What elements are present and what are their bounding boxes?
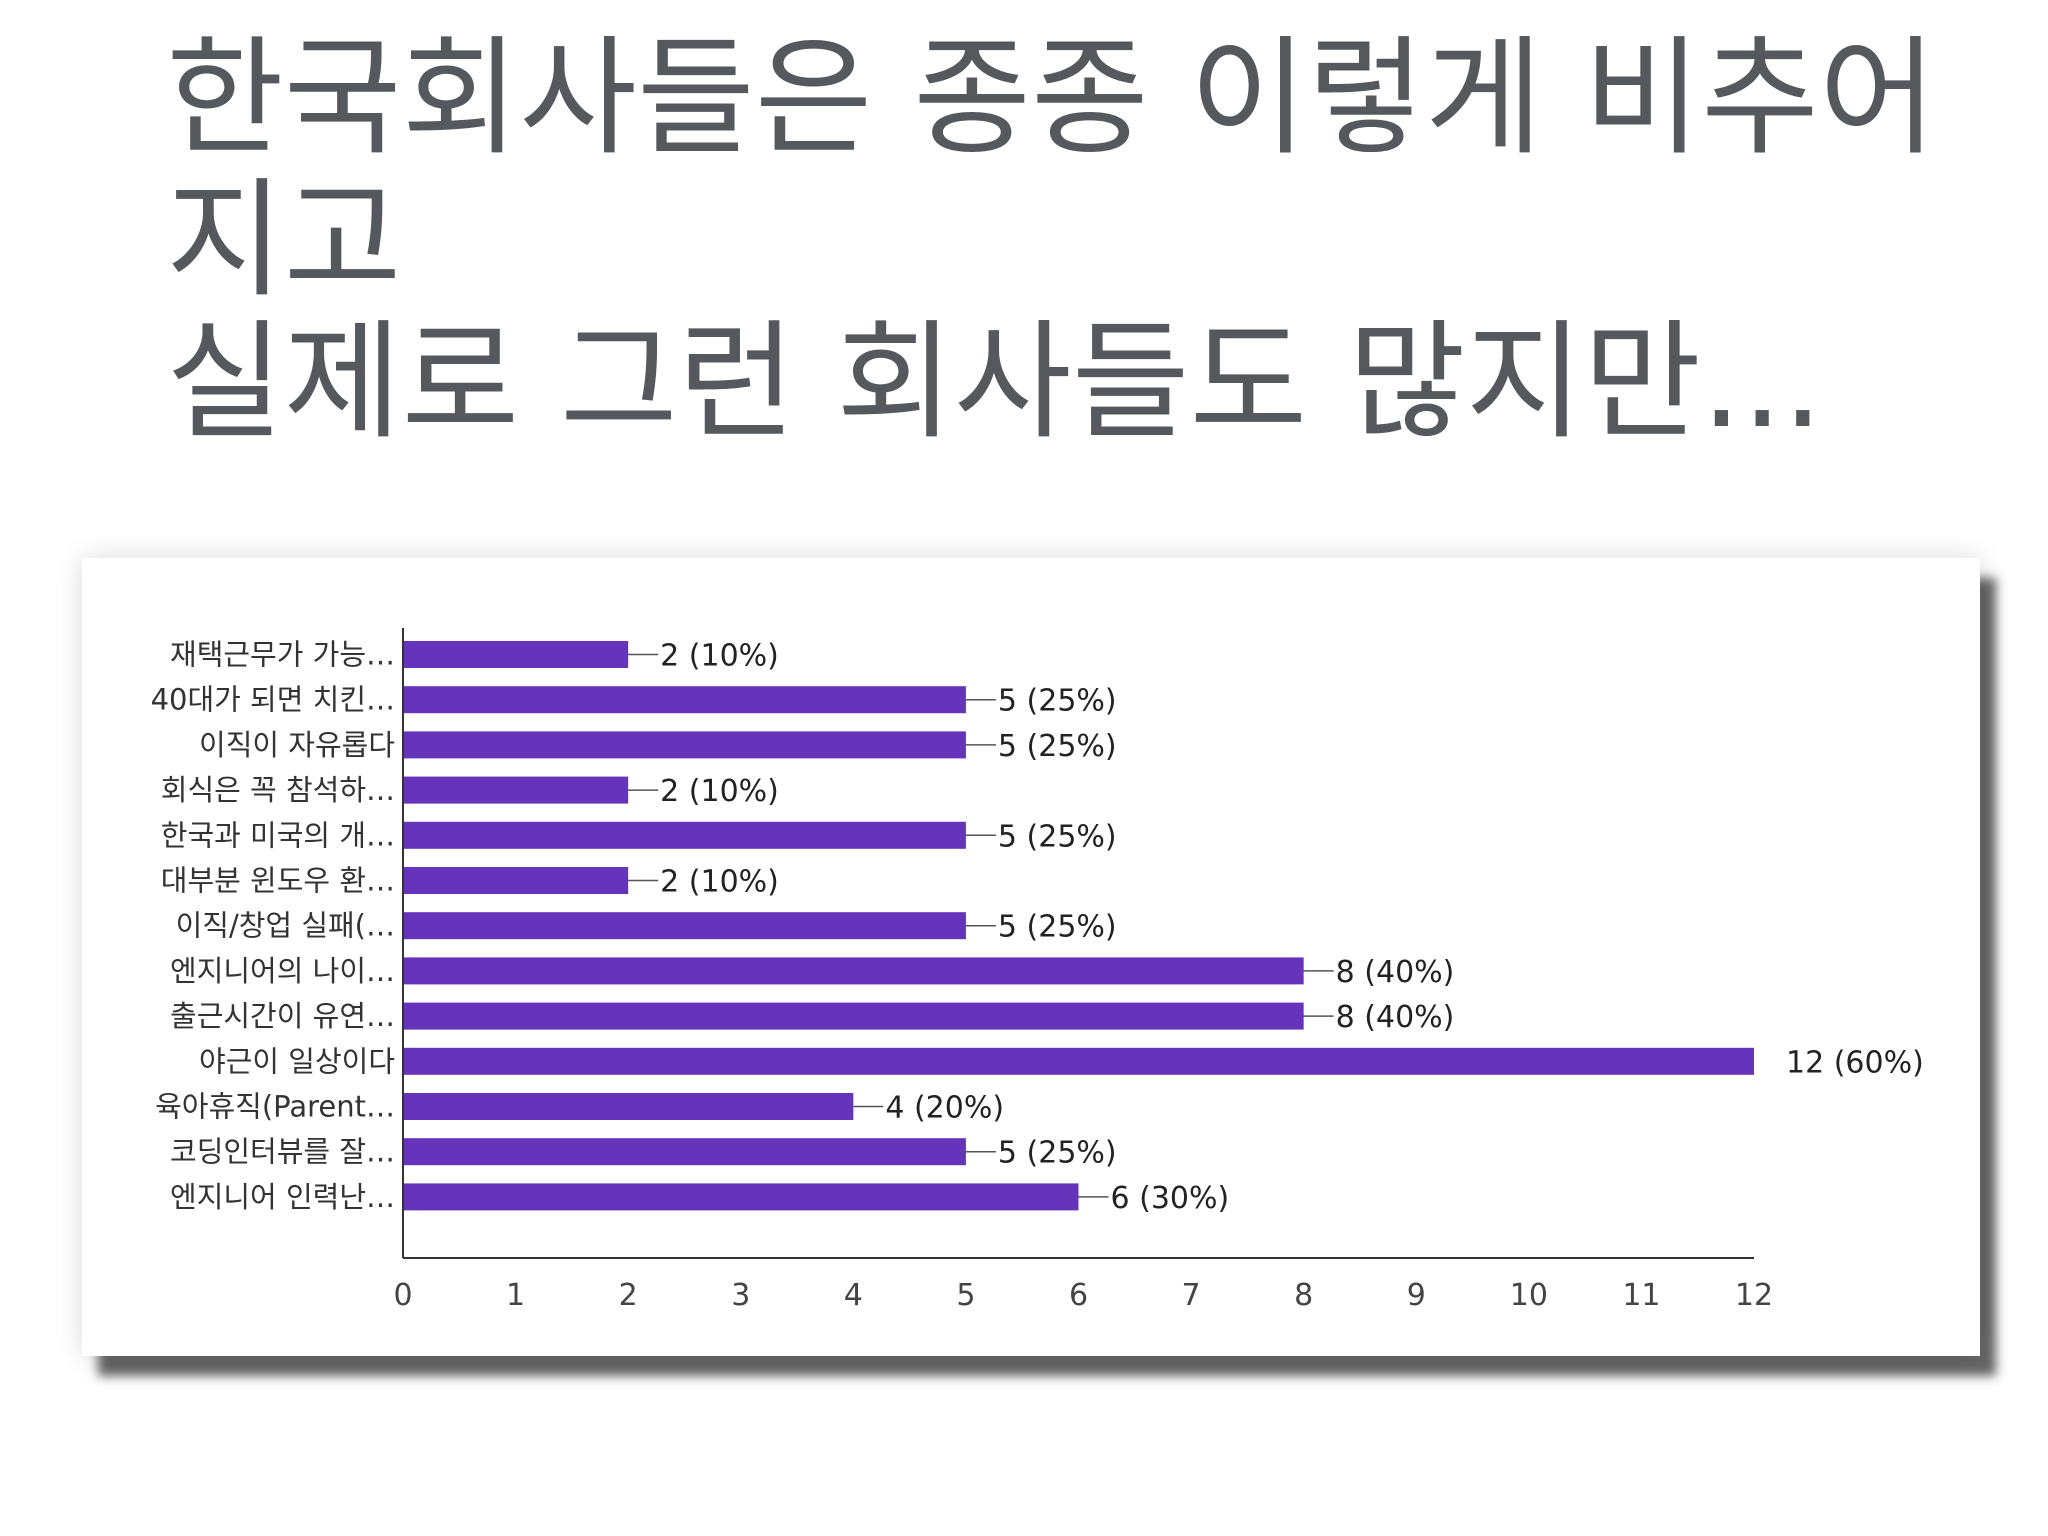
category-label: 엔지니어 인력난…	[170, 1180, 395, 1214]
data-label: 5 (25%)	[998, 729, 1117, 764]
data-label: 5 (25%)	[998, 910, 1117, 945]
data-label: 12 (60%)	[1786, 1045, 1924, 1080]
bar	[403, 641, 629, 668]
bar-chart: 재택근무가 가능… 2 (10%) 40대가 되면 치킨… 5 (25%) 이직이 자유…	[151, 628, 1924, 1313]
bar	[403, 957, 1304, 985]
data-label: 8 (40%)	[1336, 955, 1455, 990]
bar	[403, 821, 966, 849]
category-label: 야근이 일상이다	[199, 1044, 395, 1078]
bar	[403, 867, 629, 894]
data-label: 5 (25%)	[998, 684, 1117, 719]
category-label: 대부분 윈도우 환…	[161, 864, 395, 898]
bar	[403, 731, 966, 759]
x-tick-label: 7	[1182, 1278, 1201, 1313]
category-label: 코딩인터뷰를 잘…	[170, 1135, 395, 1169]
data-label: 5 (25%)	[998, 1136, 1117, 1171]
category-label: 이직/창업 실패(…	[176, 909, 395, 943]
x-tick-label: 0	[393, 1278, 412, 1313]
x-tick-label: 8	[1294, 1278, 1313, 1313]
axes-layer: 0 1 2 3 4 5 6 7 8 9 10 11 12	[393, 628, 1773, 1313]
bar	[403, 776, 629, 804]
slide-title-line-1: 한국회사들은 종종 이렇게 비추어	[166, 24, 1937, 173]
data-label: 8 (40%)	[1336, 1000, 1455, 1035]
category-label: 이직이 자유롭다	[199, 728, 395, 762]
category-label: 출근시간이 유연…	[170, 999, 395, 1033]
bar	[403, 1002, 1304, 1030]
data-label: 5 (25%)	[998, 819, 1117, 854]
category-label: 엔지니어의 나이…	[170, 954, 395, 988]
category-label: 육아휴직(Parent…	[155, 1090, 395, 1124]
bar	[403, 1138, 966, 1166]
bar	[403, 686, 966, 714]
x-tick-label: 9	[1407, 1278, 1426, 1313]
bar	[403, 1183, 1079, 1211]
x-tick-label: 11	[1622, 1278, 1660, 1313]
labels-layer: 재택근무가 가능… 2 (10%) 40대가 되면 치킨… 5 (25%) 이직이 자유…	[151, 638, 1924, 1216]
category-label: 재택근무가 가능…	[170, 638, 395, 672]
data-label: 2 (10%)	[660, 774, 779, 809]
slide-title: 한국회사들은 종종 이렇게 비추어 지고 실제로 그런 회사들도 많지만...	[166, 28, 2006, 454]
bar	[403, 912, 966, 940]
x-tick-label: 3	[731, 1278, 750, 1313]
bar	[403, 1047, 1754, 1075]
bar	[403, 1093, 854, 1120]
data-label: 4 (20%)	[885, 1091, 1004, 1126]
x-tick-label: 10	[1510, 1278, 1548, 1313]
slide-title-line-3: 실제로 그런 회사들도 많지만...	[166, 308, 1824, 457]
bars-layer	[403, 641, 1754, 1211]
data-label: 2 (10%)	[660, 865, 779, 900]
x-tick-label: 12	[1735, 1278, 1773, 1313]
x-tick-label: 1	[506, 1278, 525, 1313]
category-label: 회식은 꼭 참석하…	[161, 773, 395, 807]
data-label: 2 (10%)	[660, 639, 779, 674]
x-tick-label: 6	[1069, 1278, 1088, 1313]
category-label: 40대가 되면 치킨…	[151, 683, 395, 717]
data-label: 6 (30%)	[1111, 1181, 1230, 1216]
x-tick-label: 4	[844, 1278, 863, 1313]
connectors-layer	[628, 653, 1334, 1198]
x-tick-label: 2	[619, 1278, 638, 1313]
chart-card: 재택근무가 가능… 2 (10%) 40대가 되면 치킨… 5 (25%) 이직이 자유…	[82, 558, 1980, 1356]
slide-title-line-2: 지고	[166, 166, 402, 315]
x-tick-label: 5	[956, 1278, 975, 1313]
category-label: 한국과 미국의 개…	[161, 818, 395, 852]
